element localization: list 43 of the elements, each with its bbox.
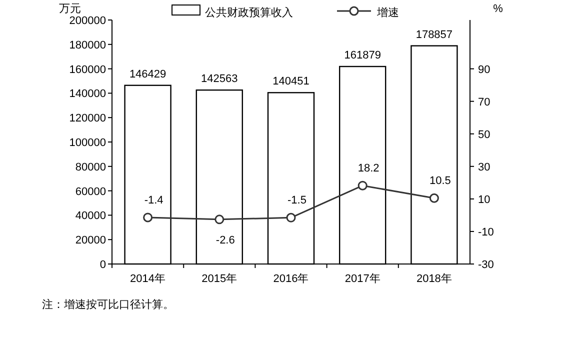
y2-axis-title: % [493, 3, 504, 15]
point [358, 180, 368, 190]
data-label: -2.6 [216, 234, 235, 246]
legend-label: 公共财政预算收入 [205, 6, 293, 19]
data-label: 140451 [272, 76, 310, 88]
data-label: 178857 [416, 28, 453, 41]
y2-tick-label: 90 [478, 64, 490, 76]
point [286, 212, 296, 222]
y-tick-label: 80000 [75, 161, 106, 174]
data-label: 10.5 [429, 175, 451, 188]
point [143, 212, 153, 222]
y-tick-label: 160000 [69, 64, 106, 76]
y-tick-label: 40000 [75, 210, 106, 222]
point [214, 214, 224, 224]
text: 注：增速按可比口径计算。 [42, 298, 174, 311]
y2-tick-label: -10 [478, 226, 494, 238]
y-tick-label: 20000 [75, 234, 106, 247]
y-tick-label: 60000 [75, 186, 106, 198]
y-tick-label: 0 [100, 259, 106, 271]
y-axis-title: 万元 [59, 3, 81, 15]
y2-tick-label: -30 [478, 259, 494, 271]
data-label: 142563 [201, 73, 238, 86]
y-tick-label: 140000 [69, 88, 106, 100]
y-tick-label: 120000 [69, 112, 106, 125]
data-label: -1.5 [288, 194, 306, 207]
point [429, 193, 439, 203]
x-tick-label: 2018年 [416, 273, 452, 285]
x-tick-label: 2016年 [273, 273, 309, 285]
y2-tick-label: 30 [478, 161, 490, 174]
y2-tick-label: 50 [478, 128, 490, 141]
data-label: 161879 [344, 50, 381, 62]
y-tick-label: 180000 [69, 39, 106, 52]
x-tick-label: 2014年 [130, 273, 166, 285]
y-tick-label: 200000 [69, 15, 106, 27]
legend-label: 增速 [376, 6, 399, 19]
y2-tick-label: 10 [478, 194, 490, 206]
x-tick-label: 2015年 [202, 273, 238, 285]
y-tick-label: 100000 [69, 137, 106, 149]
data-label: -1.4 [144, 194, 164, 206]
y2-tick-label: 70 [478, 96, 490, 108]
data-label: 18.2 [358, 162, 380, 175]
x-tick-label: 2017年 [344, 273, 380, 285]
data-label: 146429 [129, 68, 166, 80]
